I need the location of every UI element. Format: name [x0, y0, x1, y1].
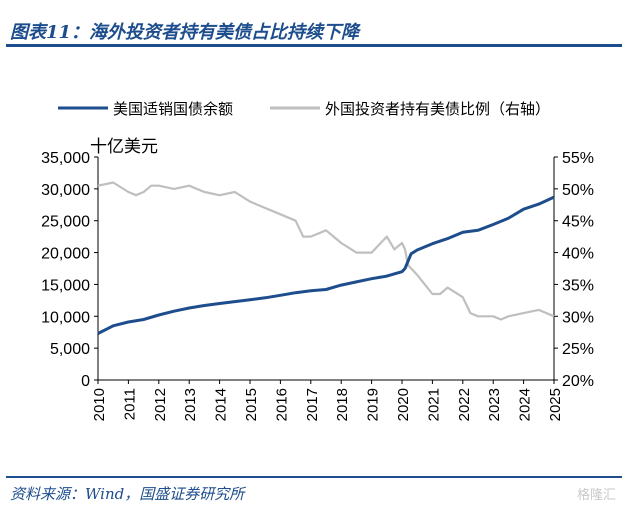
x-tick-label: 2014: [213, 388, 230, 421]
footer-divider: [6, 476, 622, 478]
y-right-tick-label: 25%: [562, 341, 594, 358]
x-tick-label: 2017: [304, 388, 321, 421]
x-tick-label: 2015: [243, 388, 260, 421]
figure-header: 图表11：海外投资者持有美债占比持续下降: [6, 8, 622, 48]
y-left-tick-label: 15,000: [41, 277, 90, 294]
legend-label-foreign-share: 外国投资者持有美债比例（右轴）: [325, 101, 550, 118]
y-left-tick-label: 20,000: [41, 246, 90, 263]
x-tick-label: 2012: [152, 388, 169, 421]
y-left-tick-label: 35,000: [41, 150, 90, 167]
dual-axis-line-chart: 0 5,000 10,000 15,000 20,000 25,000 30,000 35,0…: [41, 100, 594, 421]
x-tick-label: 2025: [547, 388, 564, 421]
series-line-foreign-share: [97, 181, 555, 321]
y-right-tick-label: 30%: [562, 309, 594, 326]
y-right-tick-label: 50%: [562, 182, 594, 199]
figure-title: 图表11：海外投资者持有美债占比持续下降: [10, 22, 360, 43]
x-tick-label: 2019: [365, 388, 382, 421]
header-divider: [6, 44, 622, 47]
x-tick-label: 2013: [182, 388, 199, 421]
x-tick-label: 2010: [91, 388, 108, 421]
y-right-tick-label: 45%: [562, 214, 594, 231]
y-left-tick-label: 5,000: [50, 341, 90, 358]
y-right-tick-label: 20%: [562, 373, 594, 390]
x-tick-label: 2016: [273, 388, 290, 421]
left-axis-unit-label: 十亿美元: [90, 137, 158, 156]
legend-label-outstanding: 美国适销国债余额: [113, 100, 233, 118]
y-right-tick-label: 40%: [562, 246, 594, 263]
source-note: 资料来源：Wind，国盛证券研究所: [10, 485, 245, 503]
x-tick-label: 2022: [456, 388, 473, 421]
x-tick-label: 2021: [425, 388, 442, 421]
x-tick-label: 2018: [334, 388, 351, 421]
x-tick-label: 2011: [121, 388, 138, 420]
watermark-logo: 格隆汇: [576, 487, 616, 502]
y-left-tick-label: 25,000: [41, 214, 90, 231]
x-tick-label: 2023: [486, 388, 503, 421]
figure-footer: 资料来源：Wind，国盛证券研究所 格隆汇: [6, 476, 622, 506]
y-right-tick-label: 35%: [562, 277, 594, 294]
y-right-tick-label: 55%: [562, 150, 594, 167]
y-left-tick-label: 0: [81, 373, 90, 390]
x-tick-label: 2020: [395, 388, 412, 421]
series-line-outstanding: [97, 195, 555, 335]
y-left-tick-label: 30,000: [41, 182, 90, 199]
x-tick-label: 2024: [517, 388, 534, 421]
y-left-tick-label: 10,000: [41, 309, 90, 326]
